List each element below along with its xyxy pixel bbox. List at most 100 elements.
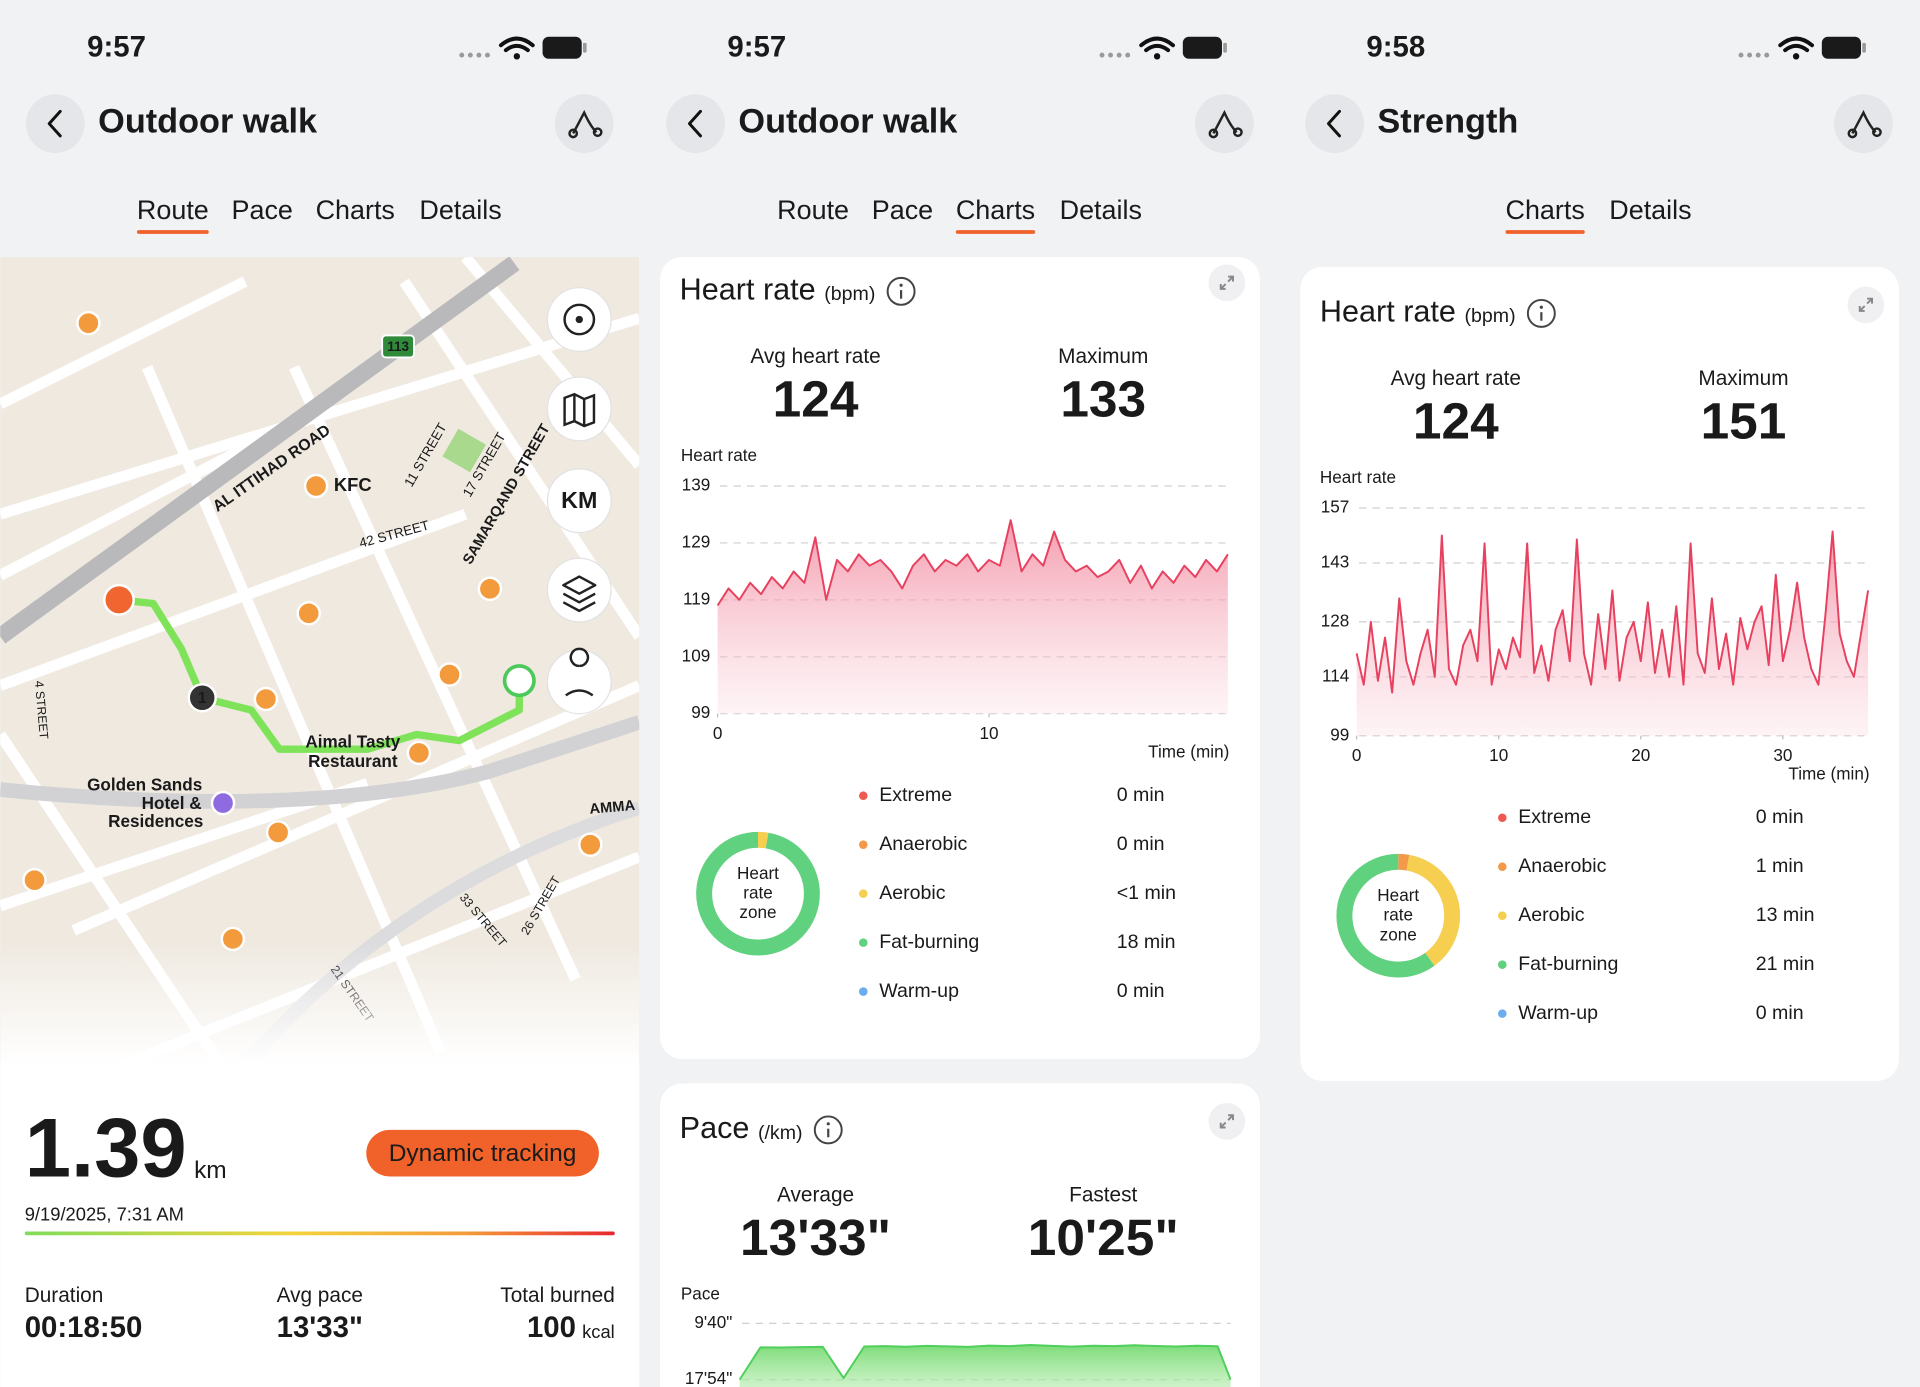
- map-control[interactable]: [546, 649, 612, 715]
- map-control[interactable]: [546, 376, 612, 442]
- stat-value: 124: [773, 369, 859, 427]
- zone-name: Aerobic: [879, 882, 946, 904]
- signal-dot: [1116, 52, 1122, 58]
- y-tick-label: 99: [1330, 724, 1349, 744]
- tab[interactable]: Charts: [956, 195, 1035, 225]
- tab-underline: [955, 230, 1036, 234]
- tab[interactable]: Details: [419, 195, 501, 225]
- stat-value: 124: [1413, 391, 1499, 449]
- start-marker: [103, 583, 135, 616]
- back-button[interactable]: [1305, 94, 1364, 154]
- zone-duration: 0 min: [1117, 980, 1165, 1002]
- donut-segment: [1336, 853, 1461, 978]
- back-chevron: [687, 109, 702, 138]
- back-button[interactable]: [666, 94, 725, 154]
- y-tick-label: 9'40": [694, 1312, 732, 1332]
- stat-label: Maximum: [1058, 345, 1148, 368]
- signal-dot: [459, 52, 465, 58]
- tab[interactable]: Charts: [1506, 195, 1585, 225]
- wifi-icon: [1778, 36, 1814, 53]
- tab[interactable]: Route: [777, 195, 849, 225]
- route-circle[interactable]: [1195, 94, 1254, 154]
- route-button[interactable]: [1195, 94, 1254, 154]
- map-label: Residences: [108, 811, 203, 831]
- street: [0, 508, 468, 691]
- zone-duration: 0 min: [1756, 806, 1804, 828]
- stat-value: 00:18:50: [25, 1311, 143, 1344]
- y-tick-label: 99: [691, 702, 710, 722]
- zone-name: Anaerobic: [1518, 855, 1606, 877]
- main-road: [0, 715, 640, 809]
- stat-value: 13'33": [740, 1208, 891, 1266]
- expand-button[interactable]: [1208, 264, 1246, 302]
- wifi-dot: [1153, 53, 1161, 60]
- stat-value: 10'25": [1028, 1208, 1179, 1266]
- back-button[interactable]: [25, 94, 85, 154]
- tab[interactable]: Route: [137, 195, 209, 225]
- route-button[interactable]: [554, 94, 614, 154]
- dynamic-tracking-button[interactable]: Dynamic tracking: [366, 1129, 599, 1177]
- card-title: Heart rate: [1320, 294, 1456, 328]
- expand-button[interactable]: [1847, 286, 1885, 324]
- zone-dot: [859, 938, 868, 947]
- y-axis-label: Heart rate: [681, 445, 757, 465]
- track-icon: [565, 647, 594, 697]
- y-tick-label: 157: [1321, 497, 1350, 517]
- battery-level: 47: [1832, 37, 1851, 57]
- donut-center-label: Heart rate zone: [1377, 885, 1419, 944]
- stat-value: 133: [1060, 369, 1146, 427]
- status-time: 9:57: [727, 31, 786, 64]
- wifi-icon: [498, 36, 535, 53]
- park: [442, 428, 486, 473]
- back-circle[interactable]: [25, 94, 85, 154]
- zone-dot: [1498, 862, 1507, 872]
- button-label: Dynamic tracking: [389, 1140, 577, 1167]
- back-circle[interactable]: [666, 94, 725, 154]
- battery-cap: [582, 42, 587, 53]
- battery-level: 47: [553, 37, 572, 57]
- tab-underline: [136, 230, 209, 234]
- zone-name: Extreme: [879, 784, 952, 806]
- x-tick-label: 20: [1631, 745, 1650, 765]
- info-icon[interactable]: [886, 276, 916, 306]
- map-label: Hotel &: [142, 793, 202, 813]
- wifi-icon: [1139, 36, 1175, 53]
- intensity-bar: [24, 1231, 615, 1236]
- route-button[interactable]: [1834, 94, 1893, 154]
- tab[interactable]: Charts: [316, 195, 395, 225]
- screen-title: Outdoor walk: [98, 103, 318, 141]
- route-circle[interactable]: [554, 94, 614, 154]
- button-bg[interactable]: [366, 1129, 599, 1177]
- summary-sheet: [0, 1062, 640, 1387]
- zone-duration: 0 min: [1756, 1002, 1804, 1024]
- stat-label: Fastest: [1069, 1184, 1137, 1207]
- stat-unit: kcal: [582, 1321, 615, 1342]
- workout-date: 9/19/2025, 7:31 AM: [25, 1203, 184, 1224]
- card-title: Heart rate: [680, 272, 816, 306]
- card-title: Pace: [680, 1111, 750, 1145]
- y-tick-label: 109: [682, 645, 711, 665]
- poi-icon: [22, 867, 47, 893]
- zone-dot: [859, 791, 868, 801]
- info-icon[interactable]: [1526, 298, 1556, 328]
- poi-icon: [578, 832, 603, 857]
- route-circle[interactable]: [1834, 94, 1893, 154]
- back-circle[interactable]: [1305, 94, 1364, 154]
- tab[interactable]: Pace: [872, 195, 933, 225]
- zone-name: Aerobic: [1518, 904, 1585, 926]
- info-icon[interactable]: [813, 1115, 843, 1145]
- expand-button[interactable]: [1208, 1102, 1246, 1140]
- street: [0, 276, 248, 409]
- tab[interactable]: Pace: [232, 195, 293, 225]
- back-chevron: [47, 109, 62, 138]
- y-tick-label: 143: [1321, 552, 1350, 572]
- x-tick-label: 0: [713, 723, 723, 743]
- map-control[interactable]: [546, 468, 612, 534]
- signal-dot: [1764, 52, 1770, 58]
- map-control[interactable]: [546, 557, 612, 623]
- signal-dot: [1099, 52, 1105, 58]
- tab[interactable]: Details: [1609, 195, 1691, 225]
- x-axis-label: Time (min): [1788, 763, 1869, 783]
- zone-name: Warm-up: [879, 980, 959, 1002]
- tab[interactable]: Details: [1060, 195, 1142, 225]
